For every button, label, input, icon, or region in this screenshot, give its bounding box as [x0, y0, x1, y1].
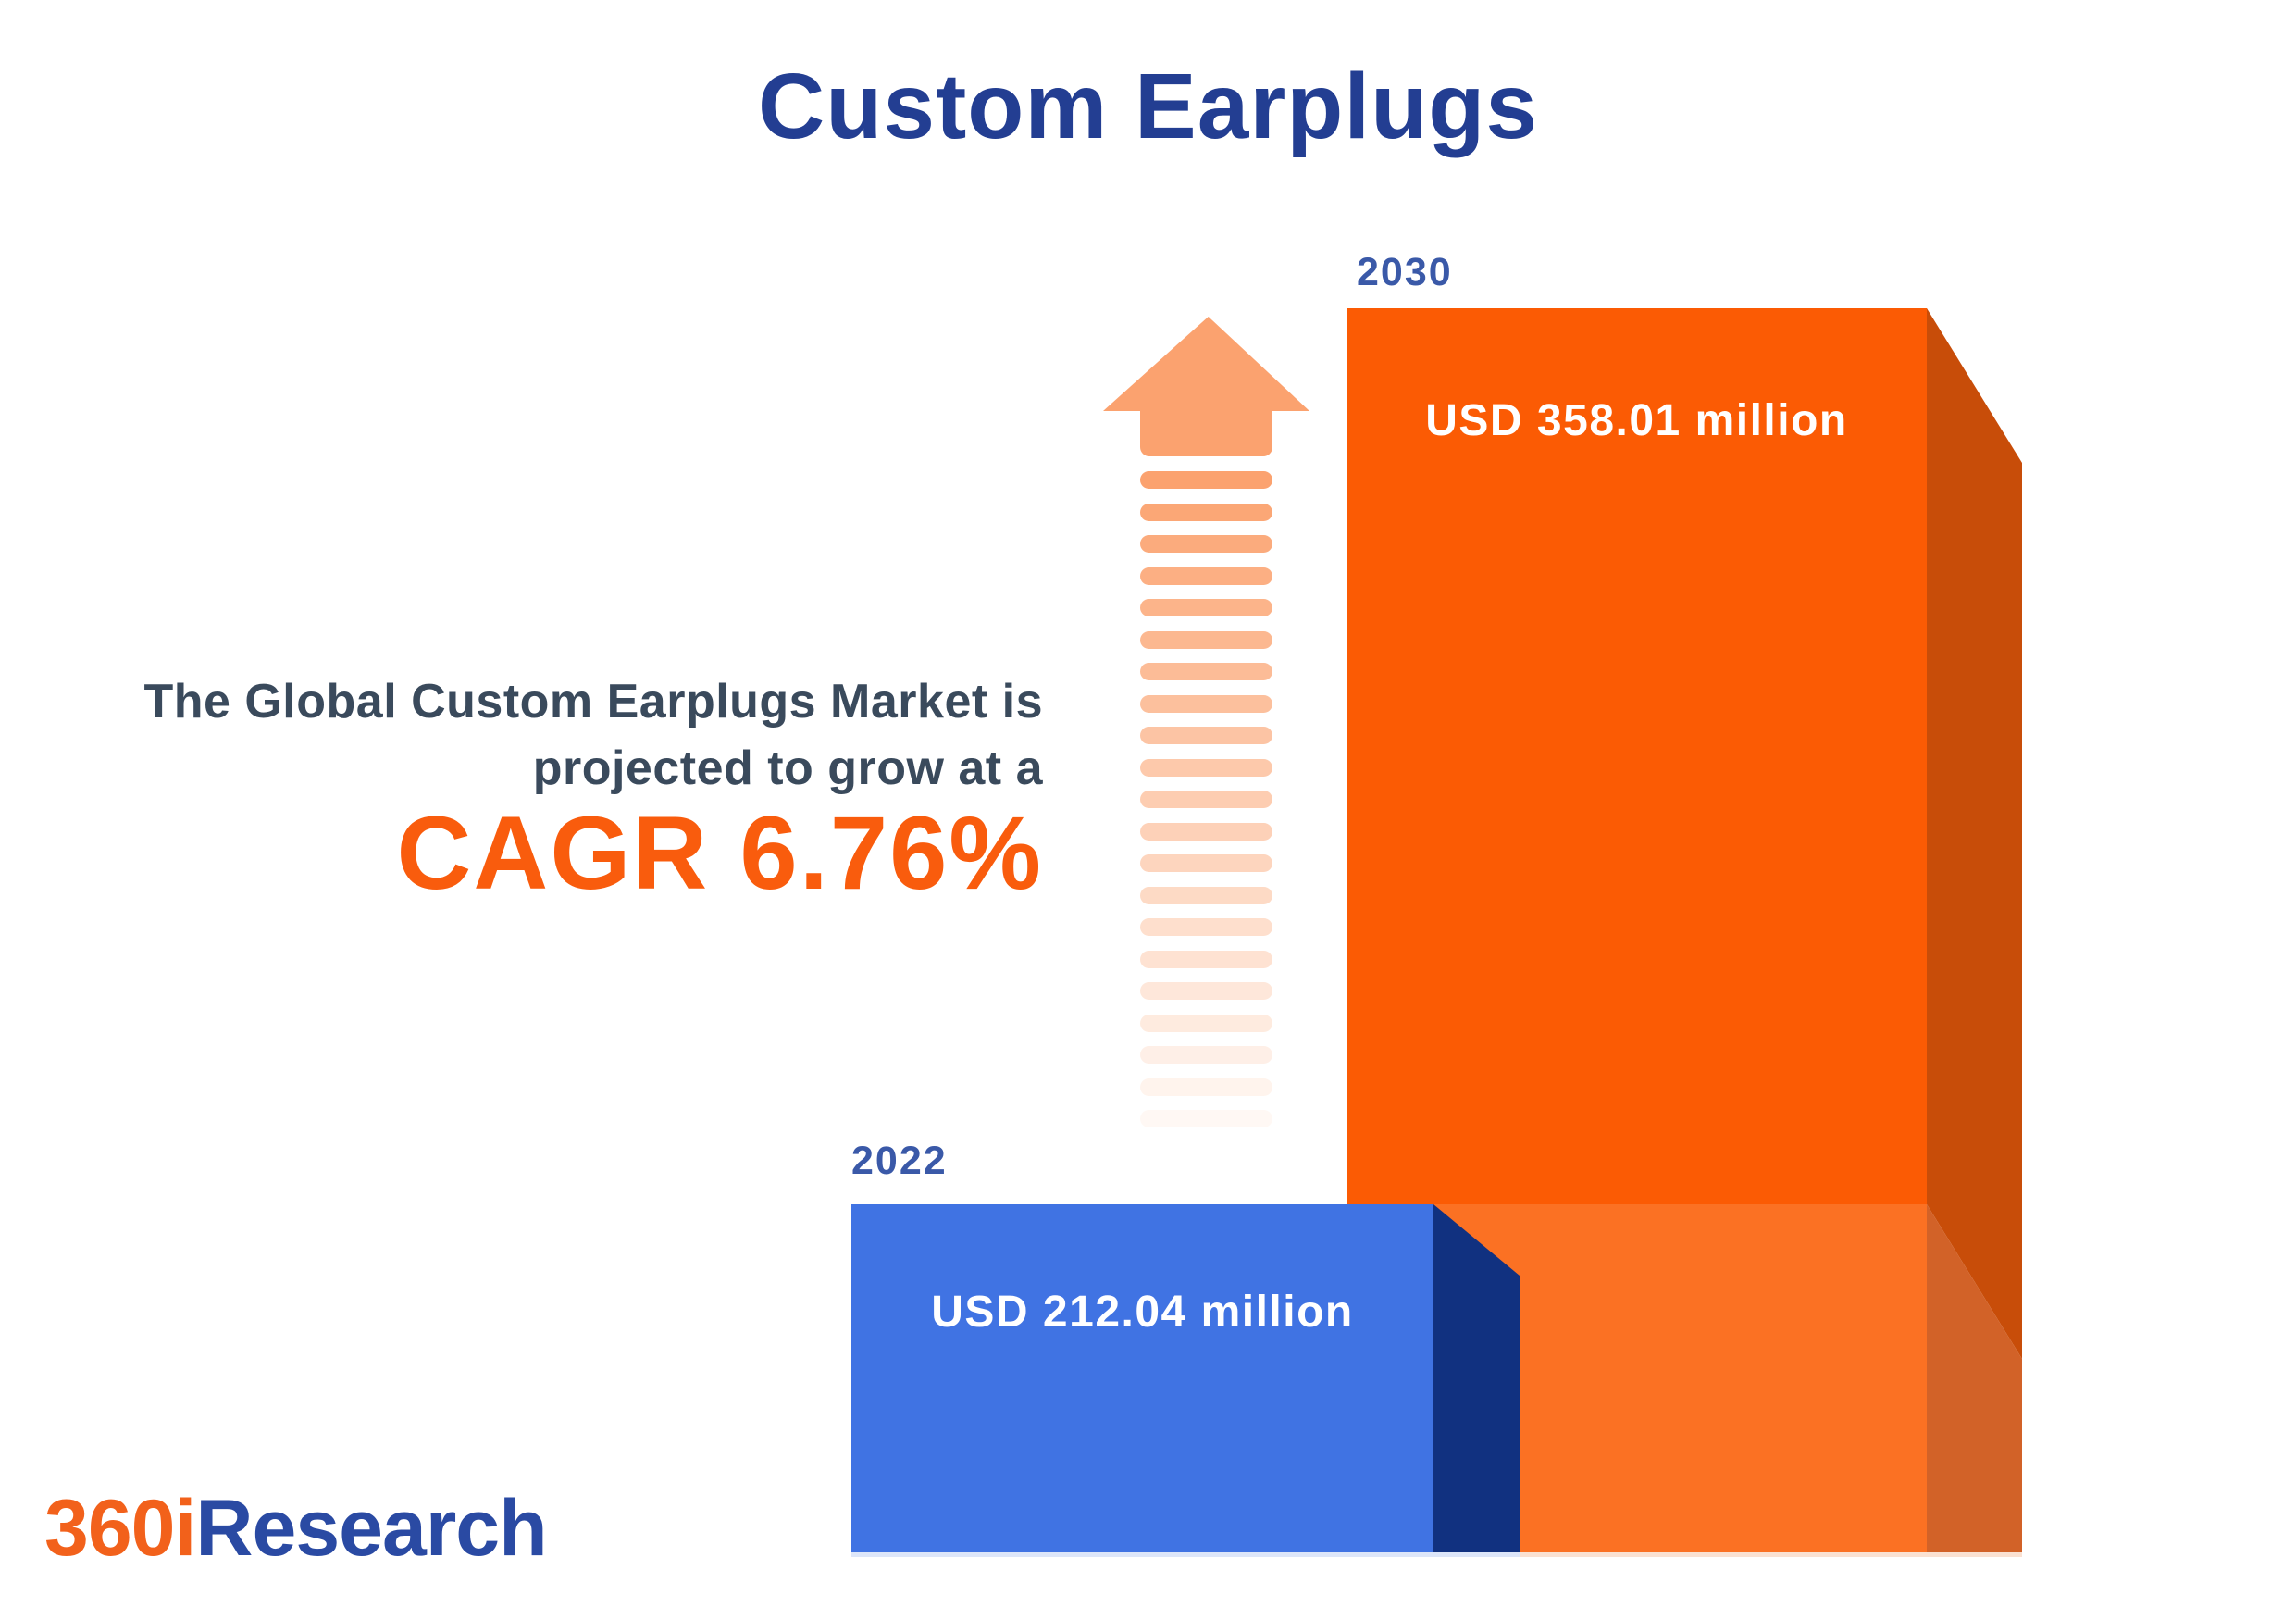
growth-arrow-neck	[1140, 409, 1272, 456]
bar-2030-year-label: 2030	[1357, 250, 1453, 294]
description-line-2: projected to grow at a	[532, 741, 1043, 795]
growth-arrow-stripes	[1140, 471, 1272, 1142]
bar-2022-year-label: 2022	[851, 1139, 948, 1183]
brand-logo: 360iResearch	[44, 1488, 548, 1568]
description-line-1: The Global Custom Earplugs Market is	[143, 675, 1043, 729]
bar-2022-value-label: USD 212.04 million	[931, 1288, 1354, 1337]
market-description: The Global Custom Earplugs Market is pro…	[0, 668, 1043, 911]
growth-arrow-icon	[1103, 317, 1309, 411]
page-title: Custom Earplugs	[758, 55, 1538, 158]
bar-2030-side-face	[1927, 308, 2022, 1552]
bar-2022-base-shadow	[851, 1552, 1520, 1557]
brand-logo-research: Research	[195, 1484, 547, 1573]
bar-2030-base-shadow	[1520, 1552, 2022, 1557]
bar-2030-value-label: USD 358.01 million	[1425, 396, 1848, 445]
brand-logo-360i: 360i	[44, 1484, 196, 1573]
bar-2022: USD 212.04 million	[851, 1204, 1433, 1552]
bar-2022-side-face	[1433, 1204, 1520, 1552]
cagr-value: CAGR 6.76%	[396, 795, 1043, 911]
